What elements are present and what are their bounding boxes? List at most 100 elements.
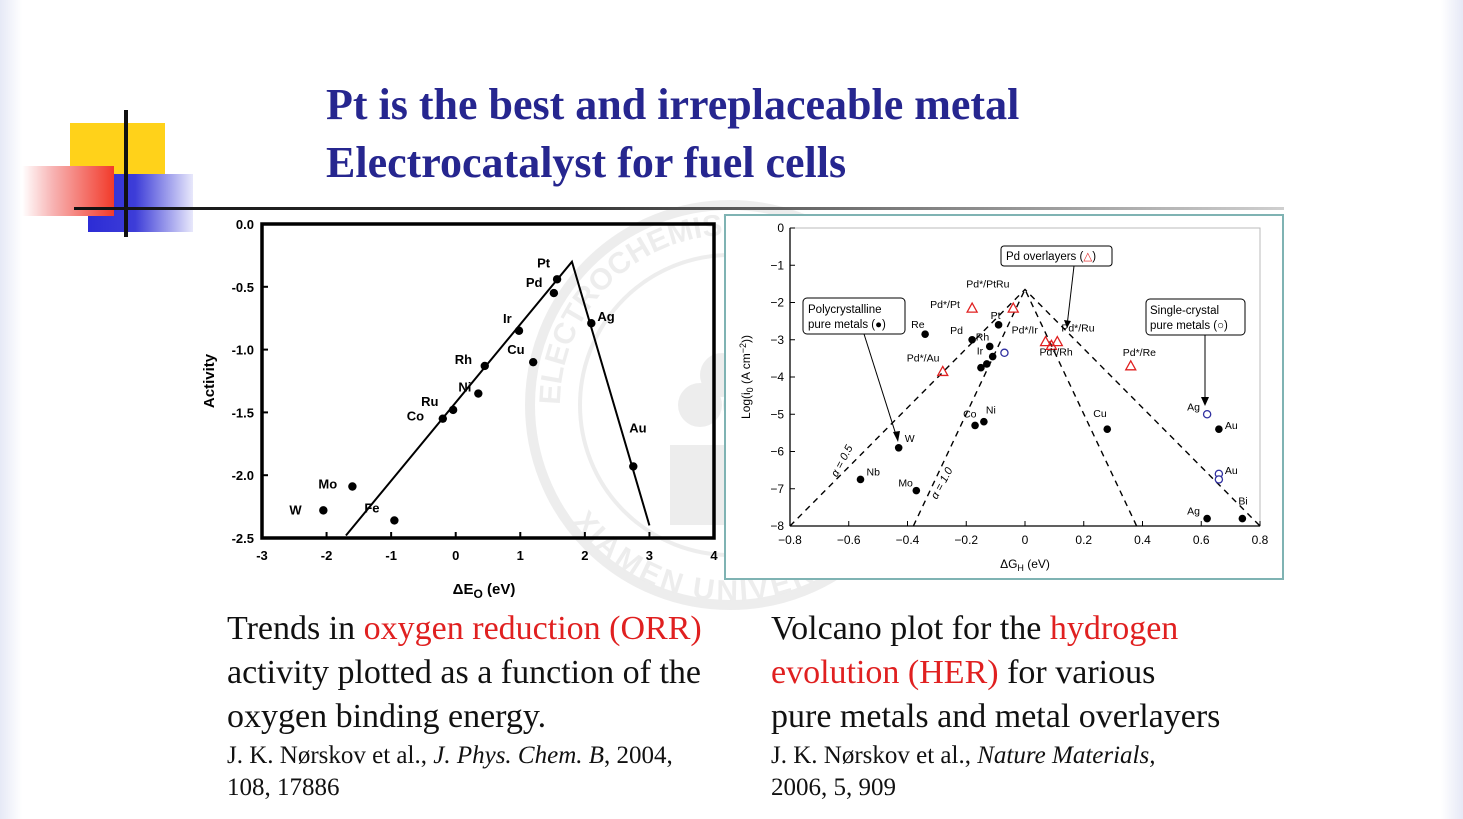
- her-legend-text-polycrystalline: pure metals (●): [808, 319, 886, 331]
- her-point-label: Ag: [1187, 506, 1200, 518]
- orr-data-point: [319, 506, 328, 515]
- her-legend-arrowhead: [1201, 397, 1209, 406]
- her-point-label: Bi: [1238, 496, 1247, 508]
- her-point-label: Pd*/Au: [907, 352, 940, 364]
- her-legend-arrow: [863, 333, 898, 439]
- her-polycrystal-point: [988, 352, 997, 361]
- orr-data-point: [448, 405, 458, 415]
- orr-y-tick-label: -1.0: [232, 343, 254, 358]
- her-point-label: Nb: [867, 466, 881, 478]
- her-legend-text-polycrystalline: Polycrystalline: [808, 304, 882, 316]
- right-edge-shade: [1441, 0, 1463, 819]
- her-polycrystal-point: [894, 443, 903, 452]
- orr-ref-volume: 108, 17886: [227, 774, 340, 801]
- orr-point-label: Mo: [318, 477, 337, 492]
- her-point-label: Cu: [1093, 408, 1107, 420]
- orr-data-point: [438, 414, 447, 423]
- her-x-tick-label: 0: [1022, 533, 1029, 547]
- her-point-label: Pd*/Ru: [1061, 323, 1094, 335]
- her-point-label: Co: [963, 408, 977, 420]
- her-polycrystal-point: [1203, 514, 1211, 523]
- orr-y-tick-label: -2.5: [232, 531, 254, 546]
- her-chart-border: [724, 214, 1284, 580]
- her-y-tick-label: −4: [770, 370, 784, 384]
- her-overlayer-point: [936, 365, 949, 377]
- her-x-tick-label: −0.4: [896, 533, 920, 547]
- orr-x-tick-label: 3: [646, 548, 653, 563]
- orr-x-tick-label: -2: [321, 548, 333, 563]
- her-caption-highlight-2: evolution (HER): [771, 654, 999, 691]
- orr-data-point: [474, 389, 483, 398]
- orr-y-tick-label: -0.5: [232, 280, 254, 295]
- her-polycrystal-point: [983, 360, 991, 368]
- her-polycrystal-point: [968, 335, 976, 344]
- orr-x-tick-label: 4: [710, 548, 718, 563]
- her-overlayer-point: [1051, 335, 1064, 347]
- orr-point-label: Ru: [421, 394, 438, 409]
- orr-data-point: [587, 319, 596, 328]
- her-point-label: Ag: [1187, 401, 1200, 413]
- orr-data-point: [552, 275, 562, 284]
- her-x-tick-label: −0.2: [954, 533, 978, 547]
- orr-y-axis-label: Activity: [201, 353, 218, 408]
- orr-y-tick-label: -2.0: [232, 468, 254, 483]
- her-y-tick-label: −7: [770, 482, 784, 496]
- orr-point-label: Co: [407, 409, 424, 424]
- her-polycrystal-point: [985, 342, 994, 351]
- orr-point-label: Cu: [507, 342, 524, 357]
- her-legend-arrowhead: [893, 431, 900, 442]
- orr-point-label: W: [289, 502, 302, 517]
- her-legend-box-polycrystalline: [802, 297, 906, 335]
- her-polycrystal-point: [994, 321, 1003, 329]
- her-y-tick-label: −3: [770, 333, 784, 347]
- her-x-tick-label: 0.4: [1134, 533, 1151, 547]
- orr-data-point: [480, 361, 489, 371]
- her-reference: J. K. Nørskov et al., Nature Materials, …: [771, 740, 1291, 804]
- orr-plot-frame: [260, 222, 716, 540]
- orr-activity-chart: -3 -2 -1 0 1 2 3 4 0.0 -0.5 -1.0 -1.5 -2.0 -2.5 Pt Pd…: [201, 217, 718, 601]
- orr-point-label: Fe: [364, 500, 379, 515]
- her-point-label: Ir: [977, 346, 984, 358]
- her-caption-line-3: pure metals and metal overlayers: [771, 698, 1221, 735]
- orr-data-point: [529, 357, 538, 367]
- her-volcano-curve: [789, 288, 1261, 527]
- her-ref-volume: 2006, 5, 909: [771, 774, 896, 801]
- her-point-label: Au: [1225, 465, 1238, 477]
- her-polycrystal-point: [977, 363, 985, 372]
- orr-x-tick-label: 2: [581, 548, 588, 563]
- her-polycrystal-point: [971, 421, 979, 430]
- her-point-label: Rh: [976, 331, 990, 343]
- orr-caption-line-2: activity plotted as a function of the: [227, 654, 701, 691]
- her-overlayer-point: [1124, 359, 1137, 371]
- her-legend-text-single-crystal: pure metals (○): [1150, 320, 1228, 332]
- slide-title-line-2: Electrocatalyst for fuel cells: [326, 138, 847, 187]
- her-point-label: Pd*/PtRu: [966, 279, 1009, 291]
- her-overlayer-point: [966, 301, 979, 313]
- orr-y-tick-label: -1.5: [232, 405, 254, 420]
- orr-ref-journal: J. Phys. Chem. B: [433, 742, 605, 769]
- orr-data-point: [629, 462, 638, 471]
- her-single-crystal-point: [1000, 348, 1009, 358]
- left-edge-shade: [0, 0, 22, 819]
- her-legend-box-single-crystal: [1145, 298, 1246, 336]
- orr-ref-authors: J. K. Nørskov et al.,: [227, 742, 434, 769]
- her-single-crystal-point: [1214, 475, 1224, 484]
- her-x-axis-label: ΔGH (eV): [1000, 557, 1050, 573]
- her-point-label: Mo: [898, 478, 913, 490]
- orr-caption-line-3: oxygen binding energy.: [227, 698, 547, 735]
- her-point-label: W: [905, 433, 915, 445]
- orr-data-point: [514, 326, 524, 335]
- her-point-label: Pd*/Re: [1123, 347, 1156, 359]
- her-point-label: Pd*/Ir: [1012, 325, 1039, 337]
- orr-x-tick-label: -1: [385, 548, 397, 563]
- orr-data-point: [549, 288, 559, 298]
- orr-x-tick-label: -3: [256, 548, 268, 563]
- her-x-tick-label: −0.6: [837, 533, 861, 547]
- orr-caption-pre: Trends in: [227, 610, 364, 647]
- her-ref-journal: Nature Materials,: [977, 742, 1156, 769]
- vertical-line-decoration: [124, 110, 128, 237]
- her-point-label: Pd*/Pt: [930, 299, 960, 311]
- orr-point-label: Ag: [597, 309, 614, 324]
- her-caption-highlight-1: hydrogen: [1049, 610, 1179, 647]
- orr-x-tick-label: 1: [517, 548, 524, 563]
